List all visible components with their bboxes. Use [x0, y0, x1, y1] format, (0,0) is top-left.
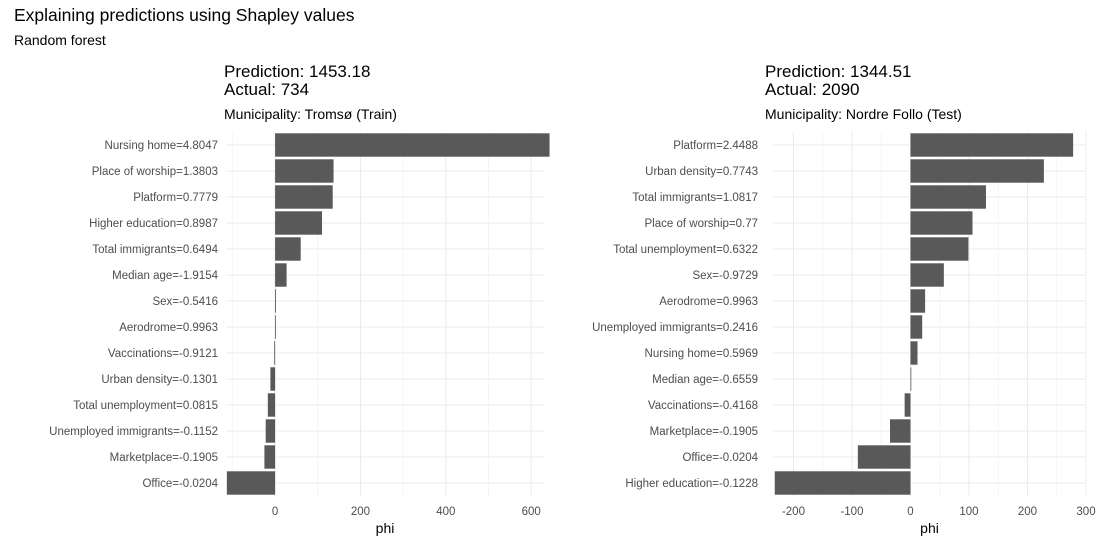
prediction-label: Prediction: 1453.18	[224, 62, 371, 81]
x-axis-title: phi	[920, 520, 939, 536]
bar-6	[275, 263, 287, 287]
bar-1	[910, 133, 1074, 157]
category-label: Unemployed immigrants=-0.1152	[49, 426, 218, 438]
category-label: Median age=-1.9154	[112, 270, 218, 282]
bar-11	[267, 393, 276, 417]
category-label: Unemployed immigrants=0.2416	[592, 322, 758, 334]
chart-subtitle: Random forest	[14, 32, 106, 48]
bar-3	[275, 185, 333, 209]
actual-label: Actual: 2090	[765, 80, 860, 99]
municipality-label: Municipality: Tromsø (Train)	[224, 106, 397, 122]
category-label: Nursing home=0.5969	[645, 348, 758, 360]
category-label: Median age=-0.6559	[652, 374, 758, 386]
bar-12	[265, 419, 276, 443]
panel-2: Platform=2.4488 Urban density=0.7743 Total…	[592, 62, 1095, 536]
x-tick-label: 300	[1076, 506, 1095, 518]
bar-4	[275, 211, 323, 235]
category-label: Office=-0.0204	[142, 478, 218, 490]
bar-12	[890, 419, 911, 443]
bar-5	[910, 237, 969, 261]
category-label: Marketplace=-0.1905	[650, 426, 758, 438]
bar-10	[910, 367, 912, 391]
bar-9	[274, 341, 276, 365]
x-tick-label: 0	[907, 506, 913, 518]
panel-1: Nursing home=4.8047 Place of worship=1.38…	[49, 62, 550, 536]
category-label: Sex=-0.5416	[152, 296, 218, 308]
bar-9	[910, 341, 918, 365]
bar-10	[270, 367, 276, 391]
x-tick-label: 600	[522, 506, 541, 518]
bar-2	[275, 159, 334, 183]
category-label: Marketplace=-0.1905	[110, 452, 218, 464]
x-tick-label: 100	[959, 506, 978, 518]
bar-3	[910, 185, 986, 209]
category-label: Aerodrome=0.9963	[659, 296, 758, 308]
x-tick-label: 400	[436, 506, 455, 518]
chart-title: Explaining predictions using Shapley val…	[14, 5, 355, 25]
category-label: Vaccinations=-0.4168	[648, 400, 758, 412]
bar-13	[264, 445, 276, 469]
category-label: Urban density=0.7743	[645, 166, 758, 178]
category-label: Urban density=-0.1301	[101, 374, 218, 386]
x-tick-label: -100	[840, 506, 863, 518]
category-label: Total immigrants=1.0817	[632, 192, 758, 204]
category-label: Total unemployment=0.6322	[613, 244, 758, 256]
category-label: Total unemployment=0.0815	[73, 400, 218, 412]
category-label: Nursing home=4.8047	[105, 140, 218, 152]
bar-14	[774, 471, 911, 495]
category-label: Place of worship=1.3803	[92, 166, 218, 178]
bar-8	[275, 315, 276, 339]
bar-11	[904, 393, 911, 417]
category-label: Office=-0.0204	[682, 452, 758, 464]
actual-label: Actual: 734	[224, 80, 309, 99]
bar-7	[910, 289, 926, 313]
bar-6	[910, 263, 944, 287]
bar-2	[910, 159, 1044, 183]
x-tick-label: 200	[351, 506, 370, 518]
category-label: Aerodrome=0.9963	[119, 322, 218, 334]
x-axis-title: phi	[376, 520, 395, 536]
category-label: Higher education=-0.1228	[625, 478, 758, 490]
category-label: Platform=0.7779	[133, 192, 218, 204]
category-label: Platform=2.4488	[673, 140, 758, 152]
category-label: Total immigrants=0.6494	[92, 244, 218, 256]
category-label: Higher education=0.8987	[89, 218, 218, 230]
x-tick-label: 0	[272, 506, 278, 518]
bar-13	[857, 445, 911, 469]
bar-14	[226, 471, 276, 495]
category-label: Vaccinations=-0.9121	[108, 348, 218, 360]
prediction-label: Prediction: 1344.51	[765, 62, 912, 81]
bar-1	[275, 133, 550, 157]
bar-7	[275, 289, 276, 313]
municipality-label: Municipality: Nordre Follo (Test)	[765, 106, 962, 122]
bar-4	[910, 211, 973, 235]
x-tick-label: -200	[782, 506, 805, 518]
bar-8	[910, 315, 923, 339]
bar-5	[275, 237, 301, 261]
x-tick-label: 200	[1018, 506, 1037, 518]
category-label: Sex=-0.9729	[692, 270, 758, 282]
category-label: Place of worship=0.77	[645, 218, 758, 230]
